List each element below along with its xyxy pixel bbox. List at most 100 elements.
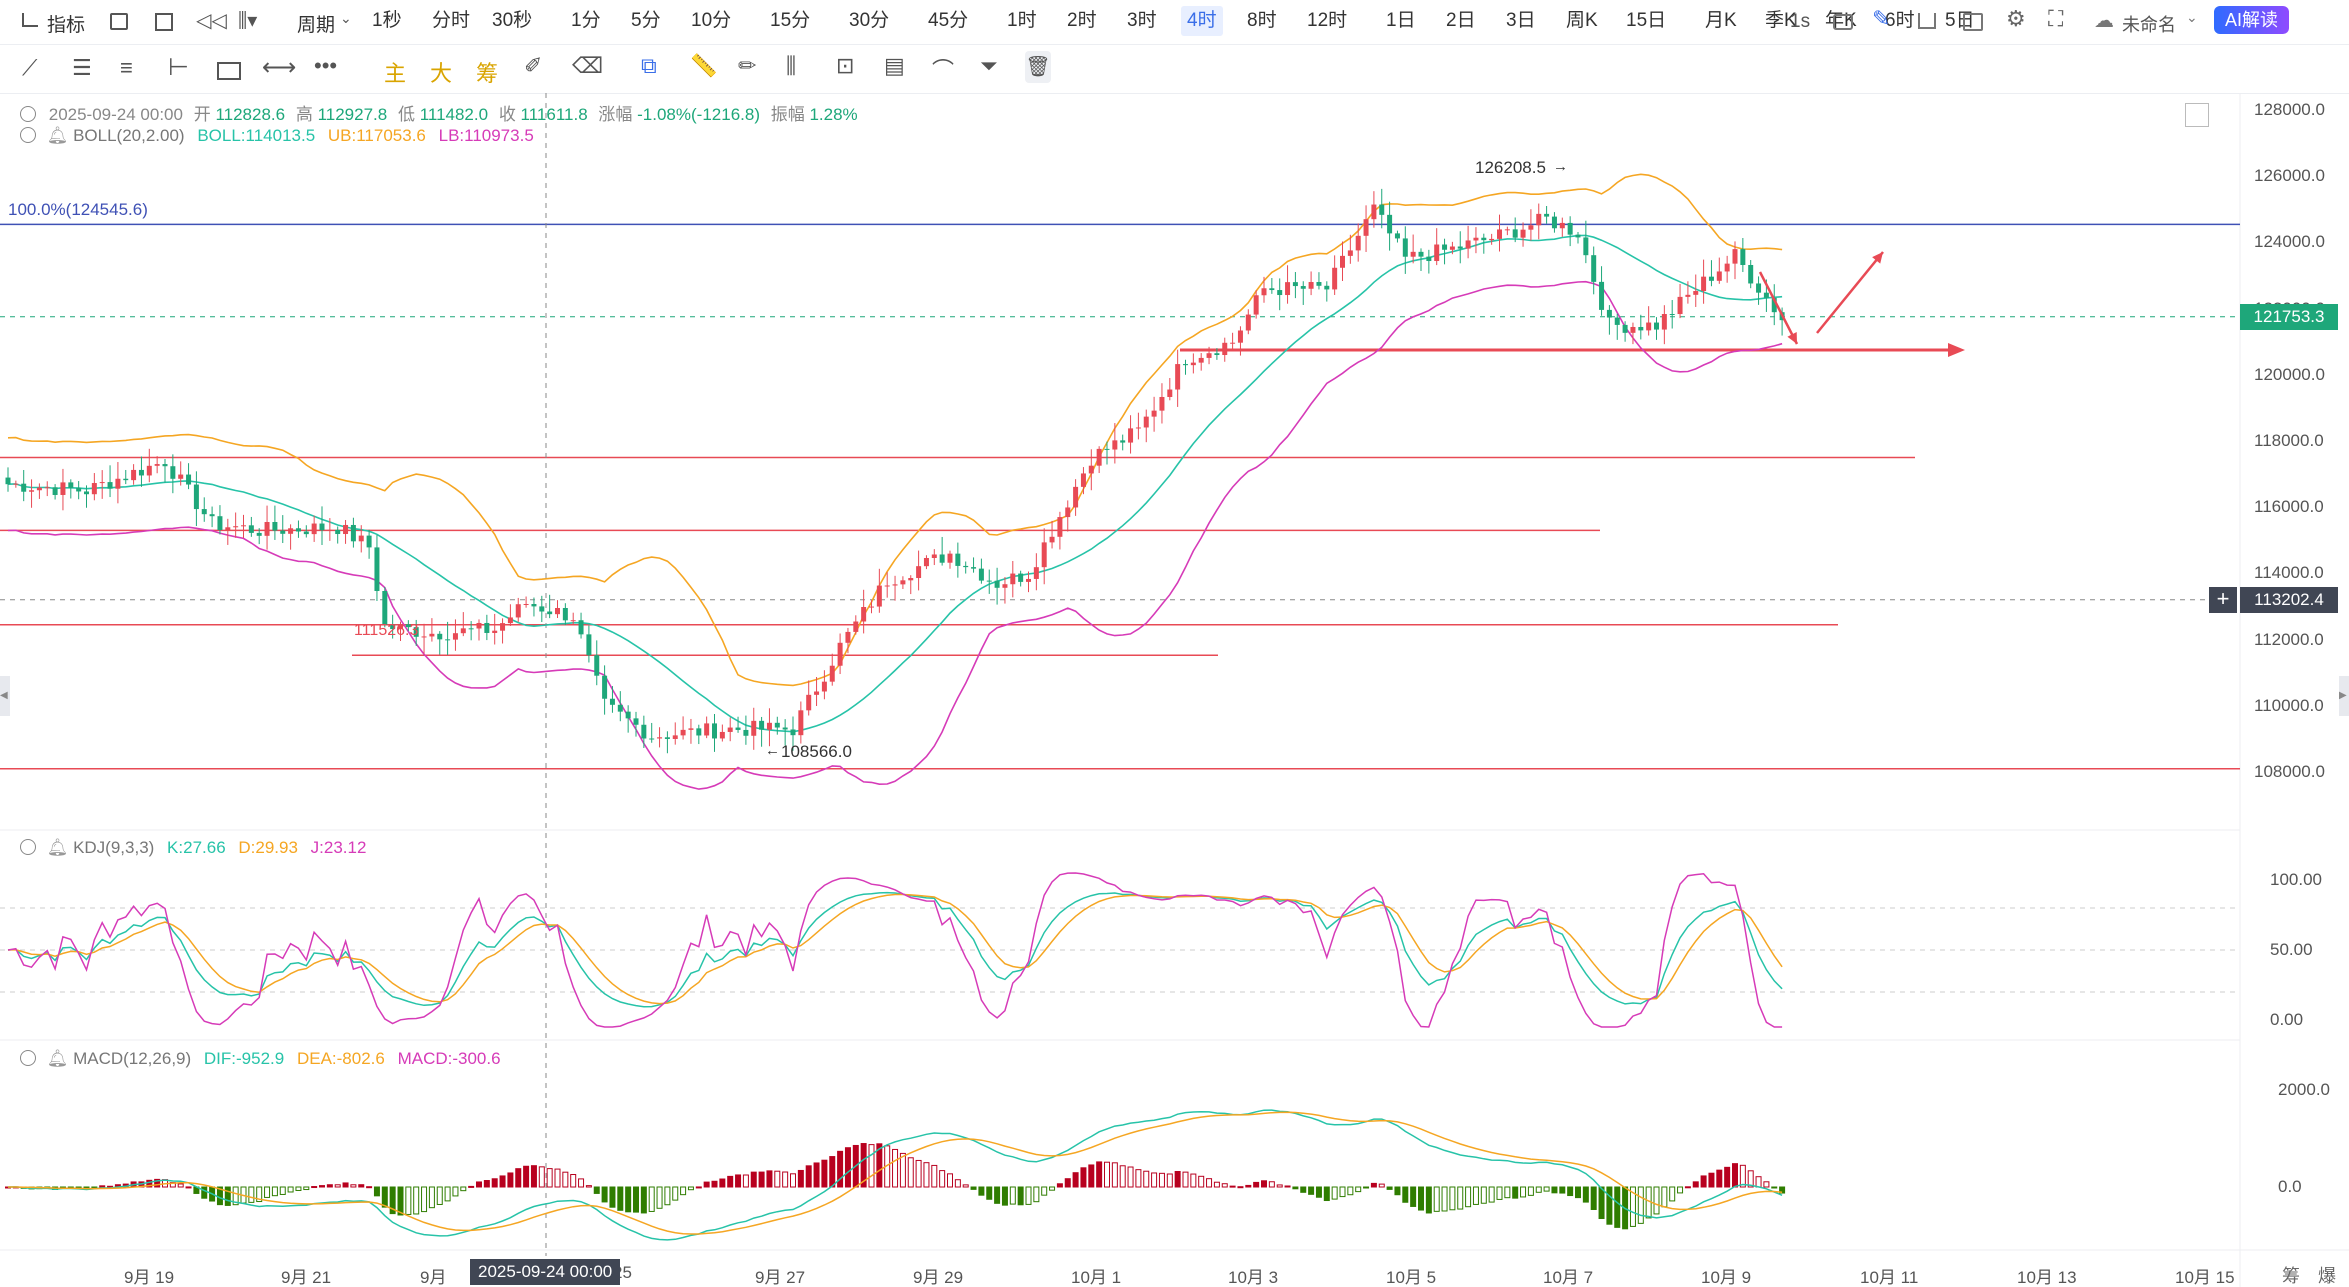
settings-icon[interactable]: ⚙ [2006,6,2026,31]
candle[interactable] [186,474,192,485]
candle[interactable] [547,611,553,615]
candle[interactable] [1771,297,1777,313]
candle[interactable] [303,531,309,535]
candle[interactable] [1292,282,1298,287]
candle[interactable] [539,606,545,612]
candle[interactable] [1049,536,1055,543]
candle[interactable] [1324,285,1330,290]
candle[interactable] [570,620,576,622]
rewind-icon[interactable]: ◁◁ [196,10,227,32]
candle[interactable] [523,604,529,606]
candle[interactable] [1481,237,1487,241]
candle[interactable] [1701,276,1707,292]
account-label[interactable]: 未命名 [2122,15,2176,35]
fib-icon[interactable]: ≡ [120,55,133,80]
candle[interactable] [1080,473,1086,487]
boll-name[interactable]: BOLL(20,2.00) [73,126,185,145]
candle[interactable] [1347,250,1353,256]
candle[interactable] [1135,427,1141,429]
layout-icon[interactable] [155,13,173,31]
candle[interactable] [1551,216,1557,229]
candle[interactable] [1128,428,1134,443]
candle[interactable] [1693,291,1699,295]
candle[interactable] [696,728,702,736]
candle[interactable] [861,607,867,622]
candle[interactable] [1167,389,1173,397]
candle[interactable] [1489,238,1495,241]
candle[interactable] [1214,353,1220,356]
candle[interactable] [1646,322,1652,331]
tab-period[interactable]: 15日 [1626,10,1667,31]
candle[interactable] [288,528,294,534]
brush-icon[interactable]: ✏ [738,53,757,78]
candle[interactable] [1002,584,1008,588]
tab-period[interactable]: 1秒 [372,10,402,31]
candle[interactable] [233,526,239,528]
candle[interactable] [947,553,953,563]
candle[interactable] [280,530,286,534]
candle[interactable] [1394,233,1400,239]
candle[interactable] [1473,237,1479,241]
kdj-name[interactable]: KDJ(9,3,3) [73,838,155,857]
candle[interactable] [1544,213,1550,217]
candle[interactable] [1669,314,1675,316]
candle[interactable] [201,509,207,515]
candle[interactable] [476,622,482,629]
candle[interactable] [1559,222,1565,229]
candle[interactable] [1677,296,1683,315]
candle[interactable] [1622,324,1628,333]
candle[interactable] [759,720,765,730]
candle[interactable] [421,636,427,638]
candle[interactable] [1740,249,1746,265]
candle[interactable] [1206,353,1212,358]
collapse-icon[interactable] [20,1050,36,1066]
candle[interactable] [162,464,168,467]
tab-period[interactable]: 45分 [928,10,969,31]
candle[interactable] [115,478,121,489]
candle[interactable] [1630,326,1636,333]
candle[interactable] [1269,288,1275,291]
erase-icon[interactable]: ⌫ [572,53,604,78]
candle[interactable] [52,487,58,495]
candle[interactable] [1756,283,1762,293]
candle[interactable] [971,567,977,569]
candle[interactable] [492,630,498,633]
candle[interactable] [774,722,780,728]
edit-icon[interactable]: ✐ [524,53,543,78]
candle[interactable] [350,524,356,542]
tab-period[interactable]: 3日 [1506,10,1536,31]
candle[interactable] [1010,573,1016,585]
candle[interactable] [704,723,710,736]
candle[interactable] [1041,542,1047,568]
candle[interactable] [1112,440,1118,450]
candle[interactable] [821,681,827,692]
candle[interactable] [500,623,506,631]
candle[interactable] [146,465,152,476]
candle[interactable] [91,483,97,495]
tab-period[interactable]: 10分 [691,10,732,31]
chevron-down-icon[interactable]: ⌄ [340,10,352,26]
candle[interactable] [107,482,113,489]
candle[interactable] [1685,294,1691,297]
candle[interactable] [374,547,380,592]
candle[interactable] [1120,440,1126,443]
chip-button[interactable]: 筹 [476,61,499,86]
candle[interactable] [178,474,184,479]
bars-icon[interactable]: ⫼ [786,53,797,78]
candle[interactable] [21,483,27,492]
tab-period[interactable]: 1日 [1386,10,1416,31]
range-icon[interactable]: ⟷ [262,54,297,81]
candle[interactable] [1175,364,1181,390]
magnet-icon[interactable]: ⌒ [932,58,955,83]
candle[interactable] [625,711,631,719]
left-collapse-icon[interactable]: ◀ [0,676,10,716]
indicator-button[interactable]: 指标 [47,15,86,36]
trash-icon[interactable]: 🗑 [1025,51,1051,83]
ruler-icon[interactable]: 📏 [690,53,718,78]
candle[interactable] [1230,342,1236,344]
price-axis[interactable]: 128000.0126000.0124000.0122000.0120000.0… [2240,0,2349,830]
candle[interactable] [1363,219,1369,236]
candle[interactable] [806,694,812,711]
candle[interactable] [1151,410,1157,417]
